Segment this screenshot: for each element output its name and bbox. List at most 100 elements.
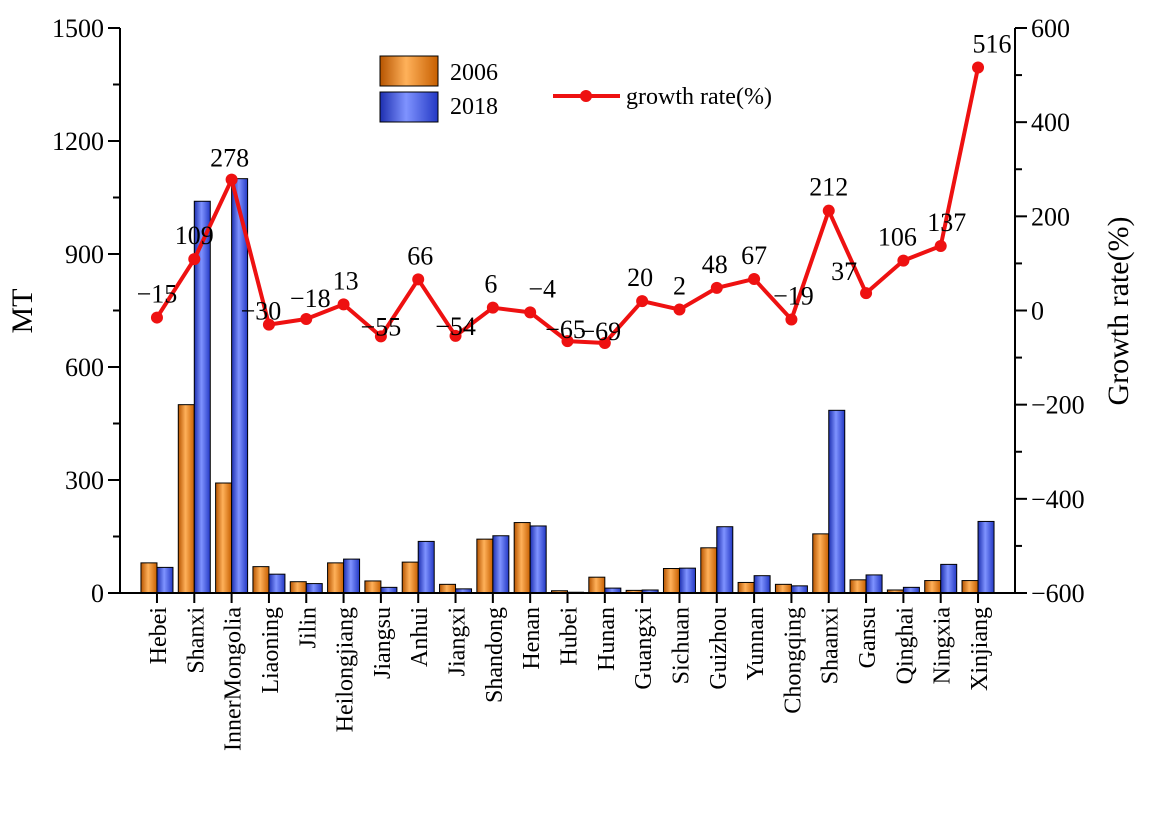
- growth-point-jiangsu: [374, 330, 387, 343]
- growth-point-anhui: [412, 273, 425, 286]
- x-tick-label-yunnan: Yunnan: [743, 607, 769, 680]
- x-tick-label-guangxi: Guangxi: [631, 607, 657, 690]
- bar-2018-jilin: [305, 583, 323, 594]
- x-tick-label-hebei: Hebei: [146, 607, 172, 665]
- growth-data-label: −4: [528, 274, 556, 303]
- x-tick-label-jiangxi: Jiangxi: [445, 607, 471, 677]
- x-tick-label-shaanxi: Shaanxi: [818, 607, 844, 685]
- x-tick-label-ningxia: Ningxia: [930, 607, 956, 685]
- bar-2018-shaanxi: [828, 409, 846, 594]
- growth-point-qinghai: [897, 254, 910, 267]
- bar-2018-ningxia: [940, 563, 958, 594]
- growth-point-xinjiang: [972, 61, 985, 74]
- growth-data-label: −18: [290, 284, 331, 313]
- x-tick-label-heilongjiang: Heilongjiang: [333, 607, 359, 732]
- bar-2006-henan: [513, 522, 531, 594]
- bar-2006-jiangsu: [364, 580, 382, 594]
- legend-swatch-2006: [379, 55, 439, 87]
- growth-point-gansu: [860, 287, 873, 300]
- bar-2006-ningxia: [924, 580, 942, 594]
- x-tick-label-gansu: Gansu: [855, 607, 881, 668]
- legend-label-2018: 2018: [450, 94, 498, 120]
- growth-data-label: 48: [702, 250, 728, 279]
- bars-layer: [140, 178, 995, 594]
- bar-2018-liaoning: [268, 573, 286, 594]
- growth-point-yunnan: [748, 272, 761, 285]
- growth-point-heilongjiang: [337, 298, 350, 311]
- bar-2006-innermongolia: [215, 482, 233, 594]
- bar-2006-jiangxi: [439, 583, 457, 594]
- bar-2018-sichuan: [678, 567, 696, 594]
- growth-data-label: −65: [545, 315, 586, 344]
- bar-2006-sichuan: [662, 568, 680, 594]
- y-tick-label: 300: [65, 466, 104, 495]
- bar-2006-hunan: [588, 576, 606, 594]
- growth-point-shanxi: [188, 253, 201, 266]
- x-tick-label-shanxi: Shanxi: [183, 607, 209, 674]
- growth-point-jilin: [300, 312, 313, 325]
- growth-point-shaanxi: [822, 204, 835, 217]
- legend-label-2006: 2006: [450, 60, 498, 86]
- growth-point-guangxi: [636, 295, 649, 308]
- y2-axis-title: Growth rate(%): [1102, 216, 1135, 405]
- bar-2006-guizhou: [700, 547, 718, 594]
- growth-data-label: 66: [407, 241, 433, 270]
- y-tick-label: 1500: [52, 14, 104, 43]
- y-tick-label: 0: [91, 579, 104, 608]
- growth-data-label: −30: [241, 297, 282, 326]
- bar-2006-gansu: [849, 579, 867, 594]
- growth-data-label: 137: [927, 208, 966, 237]
- y2-tick-label: 0: [1031, 297, 1044, 326]
- growth-point-innermongolia: [225, 173, 238, 186]
- growth-data-label: 109: [175, 221, 214, 250]
- x-tick-label-guizhou: Guizhou: [706, 607, 732, 690]
- x-tick-label-qinghai: Qinghai: [892, 607, 918, 685]
- bar-2006-xinjiang: [961, 580, 979, 594]
- growth-data-label: 106: [878, 223, 917, 252]
- bar-2006-shaanxi: [812, 533, 830, 594]
- bar-2006-shandong: [476, 538, 494, 594]
- y-tick-label: 600: [65, 353, 104, 382]
- x-tick-label-hunan: Hunan: [594, 607, 620, 671]
- bar-2006-jilin: [289, 581, 307, 594]
- x-tick-label-jilin: Jilin: [295, 607, 321, 648]
- axes-layer: 0 300 600 900 1200 1500 −600 −400 −200 0 200 400 600…: [52, 14, 1085, 751]
- growth-data-label: −55: [361, 312, 402, 341]
- growth-point-henan: [524, 306, 537, 319]
- x-tick-label-sichuan: Sichuan: [668, 607, 694, 684]
- growth-data-label: 67: [741, 241, 767, 270]
- y-axis-title: MT: [6, 289, 39, 334]
- growth-data-label: 278: [210, 144, 249, 173]
- y2-tick-label: 400: [1031, 108, 1070, 137]
- growth-point-hubei: [561, 335, 574, 348]
- x-tick-label-shandong: Shandong: [482, 607, 508, 703]
- x-tick-label-anhui: Anhui: [407, 607, 433, 667]
- x-tick-label-innermongolia: InnerMongolia: [221, 607, 247, 751]
- legend-marker-growth: [580, 90, 592, 102]
- bar-2006-liaoning: [252, 566, 270, 594]
- growth-data-label: 13: [333, 266, 359, 295]
- bar-2006-hebei: [140, 562, 158, 594]
- bar-2018-henan: [529, 525, 547, 594]
- bar-2018-yunnan: [753, 575, 771, 594]
- bar-2006-chongqing: [774, 583, 792, 594]
- growth-data-label: 20: [627, 263, 653, 292]
- x-tick-label-henan: Henan: [519, 607, 545, 670]
- x-tick-label-hubei: Hubei: [557, 607, 583, 666]
- y-tick-label: 900: [65, 240, 104, 269]
- y2-tick-label: 200: [1031, 202, 1070, 231]
- growth-point-liaoning: [262, 318, 275, 331]
- y2-tick-label: −200: [1031, 391, 1085, 420]
- bar-2006-heilongjiang: [327, 562, 345, 594]
- legend: 2006 2018 growth rate(%): [379, 55, 772, 123]
- growth-data-label: 2: [673, 272, 686, 301]
- growth-data-label: 6: [484, 270, 497, 299]
- bar-2006-anhui: [401, 561, 419, 594]
- x-tick-label-xinjiang: Xinjiang: [967, 607, 993, 691]
- bar-2018-hebei: [156, 566, 174, 594]
- growth-point-shandong: [486, 301, 499, 314]
- growth-point-guizhou: [710, 281, 723, 294]
- bar-2018-shandong: [492, 535, 510, 594]
